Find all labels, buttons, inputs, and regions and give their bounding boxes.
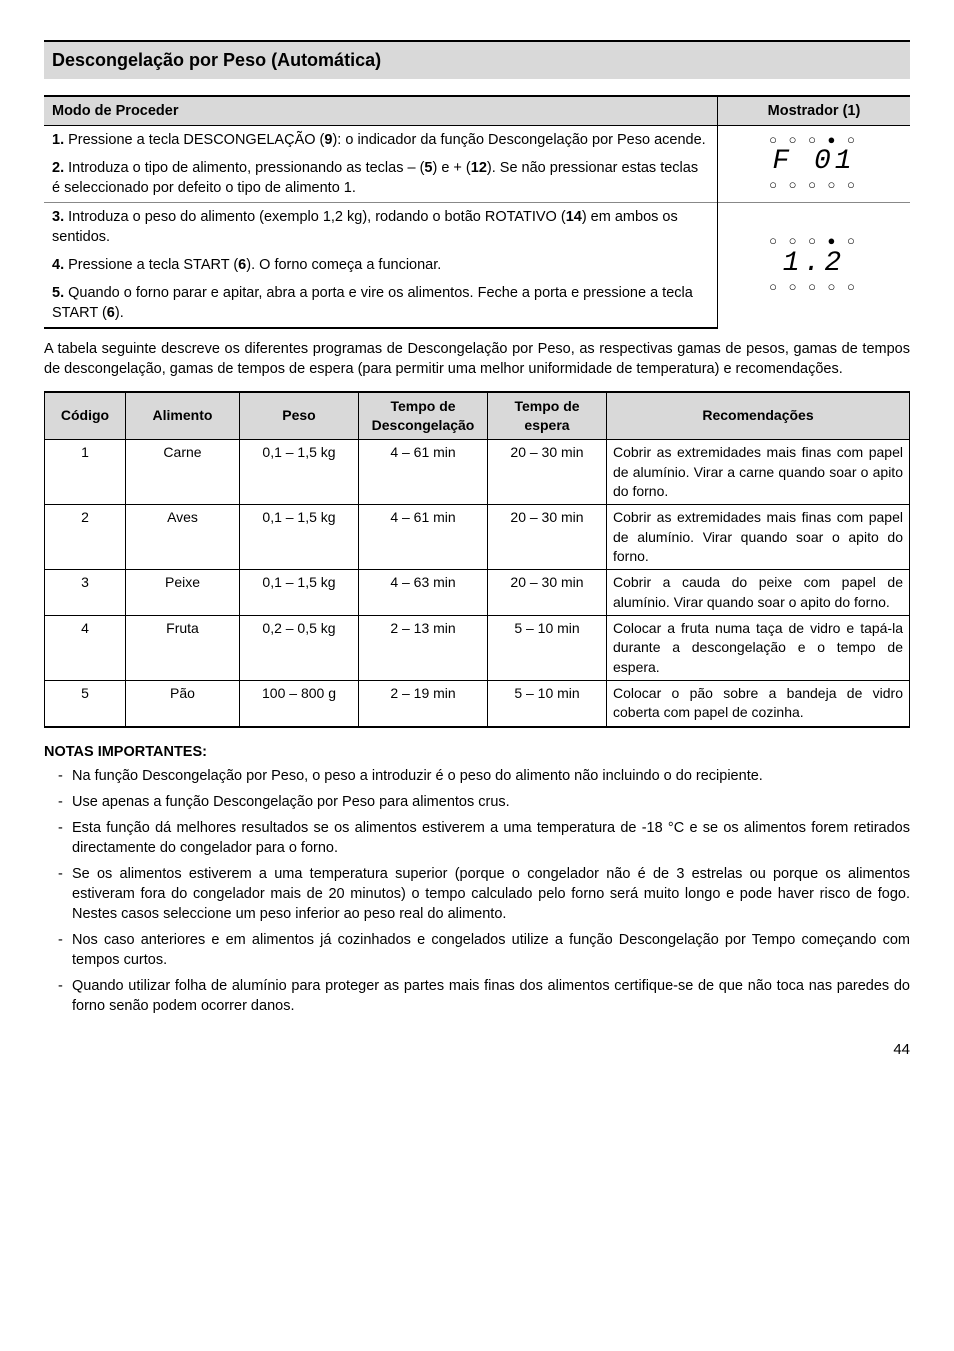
cell-recom: Colocar a fruta numa taça de vidro e tap… — [607, 615, 910, 680]
page-number: 44 — [44, 1040, 910, 1061]
intro-paragraph: A tabela seguinte descreve os diferentes… — [44, 339, 910, 379]
cell-recom: Cobrir a cauda do peixe com papel de alu… — [607, 570, 910, 616]
cell-recom: Colocar o pão sobre a bandeja de vidro c… — [607, 680, 910, 726]
data-table: Código Alimento Peso Tempo de Descongela… — [44, 391, 910, 728]
cell-tempoEsp: 20 – 30 min — [488, 505, 607, 570]
th-peso: Peso — [240, 392, 359, 440]
cell-recom: Cobrir as extremidades mais finas com pa… — [607, 505, 910, 570]
table-row: 4Fruta0,2 – 0,5 kg2 – 13 min5 – 10 minCo… — [45, 615, 910, 680]
display-segment-2: 1.2 — [769, 250, 859, 278]
cell-peso: 0,1 – 1,5 kg — [240, 570, 359, 616]
cell-peso: 0,1 – 1,5 kg — [240, 440, 359, 505]
cell-codigo: 1 — [45, 440, 126, 505]
display-dots-top-1: ○ ○ ○ ● ○ — [769, 133, 859, 147]
list-item: Esta função dá melhores resultados se os… — [72, 818, 910, 858]
cell-tempoEsp: 5 – 10 min — [488, 615, 607, 680]
list-item: Na função Descongelação por Peso, o peso… — [72, 766, 910, 786]
notas-list: Na função Descongelação por Peso, o peso… — [44, 766, 910, 1016]
procedure-table: Modo de Proceder Mostrador (1) 1. Pressi… — [44, 95, 910, 329]
cell-alimento: Fruta — [126, 615, 240, 680]
cell-codigo: 3 — [45, 570, 126, 616]
cell-tempoDesc: 2 – 13 min — [359, 615, 488, 680]
cell-alimento: Carne — [126, 440, 240, 505]
table-row: 2Aves0,1 – 1,5 kg4 – 61 min20 – 30 minCo… — [45, 505, 910, 570]
cell-peso: 0,1 – 1,5 kg — [240, 505, 359, 570]
cell-tempoEsp: 20 – 30 min — [488, 440, 607, 505]
cell-alimento: Pão — [126, 680, 240, 726]
cell-codigo: 5 — [45, 680, 126, 726]
proc-step-2: 2. Introduza o tipo de alimento, pressio… — [44, 154, 718, 203]
proc-display-2: ○ ○ ○ ● ○ 1.2 ○ ○ ○ ○ ○ — [718, 202, 911, 328]
table-row: 1Carne0,1 – 1,5 kg4 – 61 min20 – 30 minC… — [45, 440, 910, 505]
list-item: Quando utilizar folha de alumínio para p… — [72, 976, 910, 1016]
display-dots-bot-2: ○ ○ ○ ○ ○ — [769, 280, 859, 294]
table-row: 5Pão100 – 800 g2 – 19 min5 – 10 minColoc… — [45, 680, 910, 726]
th-tempo-desc: Tempo de Descongelação — [359, 392, 488, 440]
cell-codigo: 2 — [45, 505, 126, 570]
display-dots-top-2: ○ ○ ○ ● ○ — [769, 234, 859, 248]
list-item: Se os alimentos estiverem a uma temperat… — [72, 864, 910, 924]
proc-step-5: 5. Quando o forno parar e apitar, abra a… — [44, 279, 718, 328]
cell-codigo: 4 — [45, 615, 126, 680]
cell-peso: 0,2 – 0,5 kg — [240, 615, 359, 680]
cell-tempoDesc: 2 – 19 min — [359, 680, 488, 726]
cell-tempoEsp: 20 – 30 min — [488, 570, 607, 616]
th-codigo: Código — [45, 392, 126, 440]
th-alimento: Alimento — [126, 392, 240, 440]
section-title: Descongelação por Peso (Automática) — [44, 40, 910, 79]
notas-title: NOTAS IMPORTANTES: — [44, 742, 910, 762]
cell-tempoDesc: 4 – 61 min — [359, 505, 488, 570]
proc-header-1: Modo de Proceder — [44, 96, 718, 126]
cell-recom: Cobrir as extremidades mais finas com pa… — [607, 440, 910, 505]
list-item: Use apenas a função Descongelação por Pe… — [72, 792, 910, 812]
proc-header-2: Mostrador (1) — [718, 96, 911, 126]
th-tempo-esp: Tempo de espera — [488, 392, 607, 440]
proc-step-4: 4. Pressione a tecla START (6). O forno … — [44, 251, 718, 279]
display-dots-bot-1: ○ ○ ○ ○ ○ — [769, 178, 859, 192]
cell-alimento: Peixe — [126, 570, 240, 616]
cell-tempoEsp: 5 – 10 min — [488, 680, 607, 726]
display-segment-1: F 01 — [769, 148, 859, 176]
proc-display-1: ○ ○ ○ ● ○ F 01 ○ ○ ○ ○ ○ — [718, 125, 911, 202]
list-item: Nos caso anteriores e em alimentos já co… — [72, 930, 910, 970]
cell-tempoDesc: 4 – 63 min — [359, 570, 488, 616]
proc-step-3: 3. Introduza o peso do alimento (exemplo… — [44, 202, 718, 251]
table-row: 3Peixe0,1 – 1,5 kg4 – 63 min20 – 30 minC… — [45, 570, 910, 616]
cell-alimento: Aves — [126, 505, 240, 570]
cell-tempoDesc: 4 – 61 min — [359, 440, 488, 505]
cell-peso: 100 – 800 g — [240, 680, 359, 726]
proc-step-1: 1. Pressione a tecla DESCONGELAÇÃO (9): … — [44, 125, 718, 154]
th-recom: Recomendações — [607, 392, 910, 440]
